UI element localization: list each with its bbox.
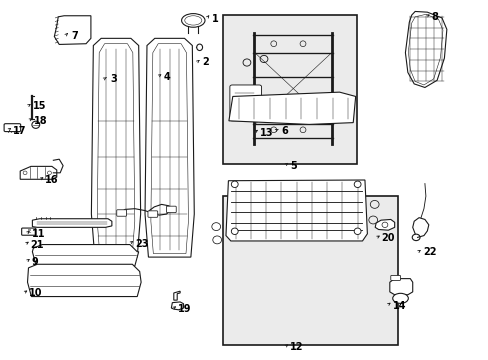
Bar: [222, 15, 356, 164]
Bar: [222, 196, 397, 345]
Text: 19: 19: [178, 304, 191, 314]
Text: 12: 12: [290, 342, 303, 352]
Polygon shape: [173, 291, 180, 300]
Text: 6: 6: [281, 126, 288, 135]
Text: 17: 17: [13, 126, 27, 135]
Text: 20: 20: [381, 233, 394, 243]
Polygon shape: [91, 39, 141, 257]
FancyBboxPatch shape: [117, 210, 126, 216]
FancyBboxPatch shape: [148, 211, 158, 217]
Ellipse shape: [32, 121, 40, 129]
Text: 14: 14: [392, 301, 406, 311]
Text: 16: 16: [45, 175, 59, 185]
Text: 1: 1: [212, 14, 219, 24]
Text: 3: 3: [110, 74, 117, 84]
Polygon shape: [20, 166, 57, 179]
Text: 2: 2: [202, 57, 209, 67]
FancyBboxPatch shape: [4, 124, 20, 132]
Ellipse shape: [392, 293, 407, 303]
FancyBboxPatch shape: [166, 206, 176, 213]
Text: 18: 18: [34, 116, 47, 126]
Text: 7: 7: [71, 31, 78, 41]
Polygon shape: [389, 279, 412, 295]
Polygon shape: [32, 219, 112, 227]
Text: 21: 21: [30, 239, 44, 249]
Polygon shape: [54, 16, 91, 44]
Text: 5: 5: [290, 161, 297, 171]
Ellipse shape: [231, 228, 238, 234]
Polygon shape: [374, 220, 394, 230]
Polygon shape: [228, 92, 355, 125]
Text: 23: 23: [135, 239, 148, 249]
Text: 13: 13: [259, 128, 273, 138]
Text: 22: 22: [422, 247, 436, 257]
Ellipse shape: [231, 181, 238, 188]
Polygon shape: [405, 12, 446, 87]
FancyBboxPatch shape: [390, 275, 400, 280]
Ellipse shape: [353, 181, 360, 188]
FancyBboxPatch shape: [229, 85, 261, 121]
Text: 8: 8: [431, 12, 438, 22]
Polygon shape: [27, 264, 141, 297]
Polygon shape: [32, 244, 139, 266]
Polygon shape: [225, 180, 366, 241]
Text: 10: 10: [29, 288, 42, 298]
Text: 9: 9: [32, 257, 39, 267]
Text: 11: 11: [32, 229, 45, 239]
Text: 4: 4: [163, 72, 170, 82]
FancyBboxPatch shape: [21, 228, 36, 235]
Ellipse shape: [196, 44, 202, 50]
Text: 15: 15: [33, 102, 46, 112]
Polygon shape: [171, 302, 183, 310]
Polygon shape: [145, 39, 194, 257]
Ellipse shape: [353, 228, 360, 234]
Text: E: E: [27, 229, 31, 234]
Ellipse shape: [181, 14, 204, 27]
